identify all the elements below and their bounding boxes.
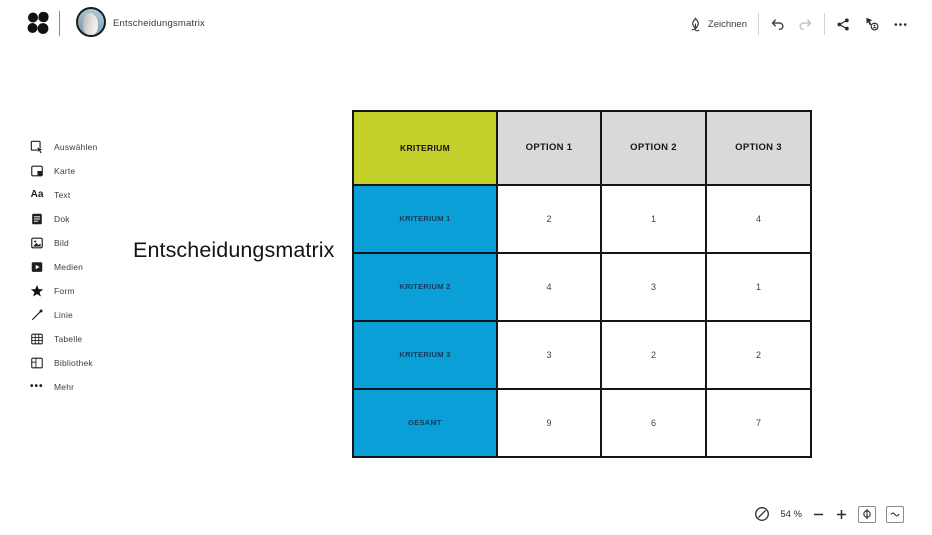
table-row: KRITERIUM 2 4 3 1 xyxy=(352,251,812,322)
sidebar-item-label: Linie xyxy=(54,310,73,320)
topbar-actions: Zeichnen xyxy=(686,0,910,48)
board-title[interactable]: Entscheidungsmatrix xyxy=(113,18,205,29)
card-icon xyxy=(31,165,43,177)
value-cell[interactable]: 4 xyxy=(496,251,602,322)
sidebar-item-karte[interactable]: Karte xyxy=(30,159,97,183)
redo-button[interactable] xyxy=(796,15,815,34)
undo-button[interactable] xyxy=(768,15,787,34)
undo-icon xyxy=(771,18,784,30)
text-icon: Aa xyxy=(30,189,44,200)
value-cell[interactable]: 2 xyxy=(705,319,812,390)
shape-star-icon xyxy=(30,285,44,297)
header-cell-kriterium[interactable]: KRITERIUM xyxy=(352,110,498,186)
row-label-cell[interactable]: GESAMT xyxy=(352,387,498,459)
sidebar-item-form[interactable]: Form xyxy=(30,279,97,303)
redo-icon xyxy=(799,18,812,30)
avatar[interactable] xyxy=(76,7,106,37)
row-label-cell[interactable]: KRITERIUM 3 xyxy=(352,319,498,390)
share-button[interactable] xyxy=(834,15,853,34)
sidebar-item-label: Karte xyxy=(54,166,76,176)
draw-button[interactable]: Zeichnen xyxy=(686,15,749,34)
topbar-divider xyxy=(59,11,60,36)
four-dots-logo-icon xyxy=(27,11,49,34)
value-cell[interactable]: 3 xyxy=(496,319,602,390)
table-header-row: KRITERIUM OPTION 1 OPTION 2 OPTION 3 xyxy=(352,110,812,186)
app-logo-icon[interactable] xyxy=(26,11,50,35)
minus-icon xyxy=(814,513,823,515)
more-options-button[interactable] xyxy=(891,15,910,34)
value-cell[interactable]: 3 xyxy=(600,251,707,322)
draw-label: Zeichnen xyxy=(707,18,747,30)
line-icon xyxy=(32,309,43,320)
header-cell-option1[interactable]: OPTION 1 xyxy=(496,110,602,186)
ellipsis-icon xyxy=(894,22,907,26)
decision-matrix-table[interactable]: KRITERIUM OPTION 1 OPTION 2 OPTION 3 KRI… xyxy=(352,110,812,459)
sidebar-item-label: Bild xyxy=(54,238,69,248)
header-cell-option3[interactable]: OPTION 3 xyxy=(705,110,812,186)
sidebar-item-dok[interactable]: Dok xyxy=(30,207,97,231)
share-icon xyxy=(837,18,849,30)
sidebar-item-label: Text xyxy=(54,190,71,200)
sidebar-item-medien[interactable]: Medien xyxy=(30,255,97,279)
tool-sidebar: Auswählen Karte Aa Text Dok xyxy=(30,135,97,399)
sidebar-item-label: Bibliothek xyxy=(54,358,93,368)
sidebar-item-bild[interactable]: Bild xyxy=(30,231,97,255)
circle-slash-icon xyxy=(755,507,770,521)
fit-view-icon xyxy=(863,509,871,519)
sidebar-item-label: Dok xyxy=(54,214,70,224)
value-cell[interactable]: 6 xyxy=(600,387,707,459)
zoom-level: 54 % xyxy=(780,508,802,520)
value-cell[interactable]: 2 xyxy=(600,319,707,390)
sidebar-item-label: Medien xyxy=(54,262,84,272)
zoom-in-button[interactable] xyxy=(835,508,848,521)
zoom-out-button[interactable] xyxy=(812,508,825,521)
row-label-cell[interactable]: KRITERIUM 1 xyxy=(352,183,498,254)
media-icon xyxy=(31,262,43,272)
top-bar: Entscheidungsmatrix Zeichnen xyxy=(0,0,932,48)
sidebar-item-tabelle[interactable]: Tabelle xyxy=(30,327,97,351)
sidebar-item-label: Form xyxy=(54,286,75,296)
table-row: GESAMT 9 6 7 xyxy=(352,387,812,459)
table-row: KRITERIUM 1 2 1 4 xyxy=(352,183,812,254)
presence-cursor-icon xyxy=(866,17,879,31)
value-cell[interactable]: 2 xyxy=(496,183,602,254)
sidebar-item-label: Auswählen xyxy=(54,142,98,152)
library-icon xyxy=(31,357,43,369)
sidebar-item-linie[interactable]: Linie xyxy=(30,303,97,327)
value-cell[interactable]: 9 xyxy=(496,387,602,459)
table-icon xyxy=(31,333,43,345)
overview-map-button[interactable] xyxy=(886,505,904,523)
header-cell-option2[interactable]: OPTION 2 xyxy=(600,110,707,186)
sidebar-item-label: Tabelle xyxy=(54,334,83,344)
value-cell[interactable]: 1 xyxy=(600,183,707,254)
toolbar-divider xyxy=(824,13,825,35)
sidebar-item-text[interactable]: Aa Text xyxy=(30,183,97,207)
minimap-icon xyxy=(890,512,900,517)
presence-button[interactable] xyxy=(862,14,882,34)
toolbar-divider xyxy=(758,13,759,35)
sidebar-item-label: Mehr xyxy=(54,382,75,392)
value-cell[interactable]: 1 xyxy=(705,251,812,322)
select-icon xyxy=(30,140,44,154)
canvas-text-object[interactable]: Entscheidungsmatrix xyxy=(133,238,335,262)
fit-to-screen-button[interactable] xyxy=(858,505,876,523)
table-row: KRITERIUM 3 3 2 2 xyxy=(352,319,812,390)
sidebar-item-auswaehlen[interactable]: Auswählen xyxy=(30,135,97,159)
document-icon xyxy=(32,213,42,225)
more-tools-icon: ••• xyxy=(30,381,44,392)
sidebar-item-bibliothek[interactable]: Bibliothek xyxy=(30,351,97,375)
pen-icon xyxy=(691,16,700,31)
image-icon xyxy=(31,237,43,249)
zoom-statusbar: 54 % xyxy=(754,501,904,527)
sidebar-item-mehr[interactable]: ••• Mehr xyxy=(30,375,97,399)
row-label-cell[interactable]: KRITERIUM 2 xyxy=(352,251,498,322)
plus-icon xyxy=(837,509,846,519)
value-cell[interactable]: 4 xyxy=(705,183,812,254)
pointer-mode-button[interactable] xyxy=(754,506,770,522)
value-cell[interactable]: 7 xyxy=(705,387,812,459)
